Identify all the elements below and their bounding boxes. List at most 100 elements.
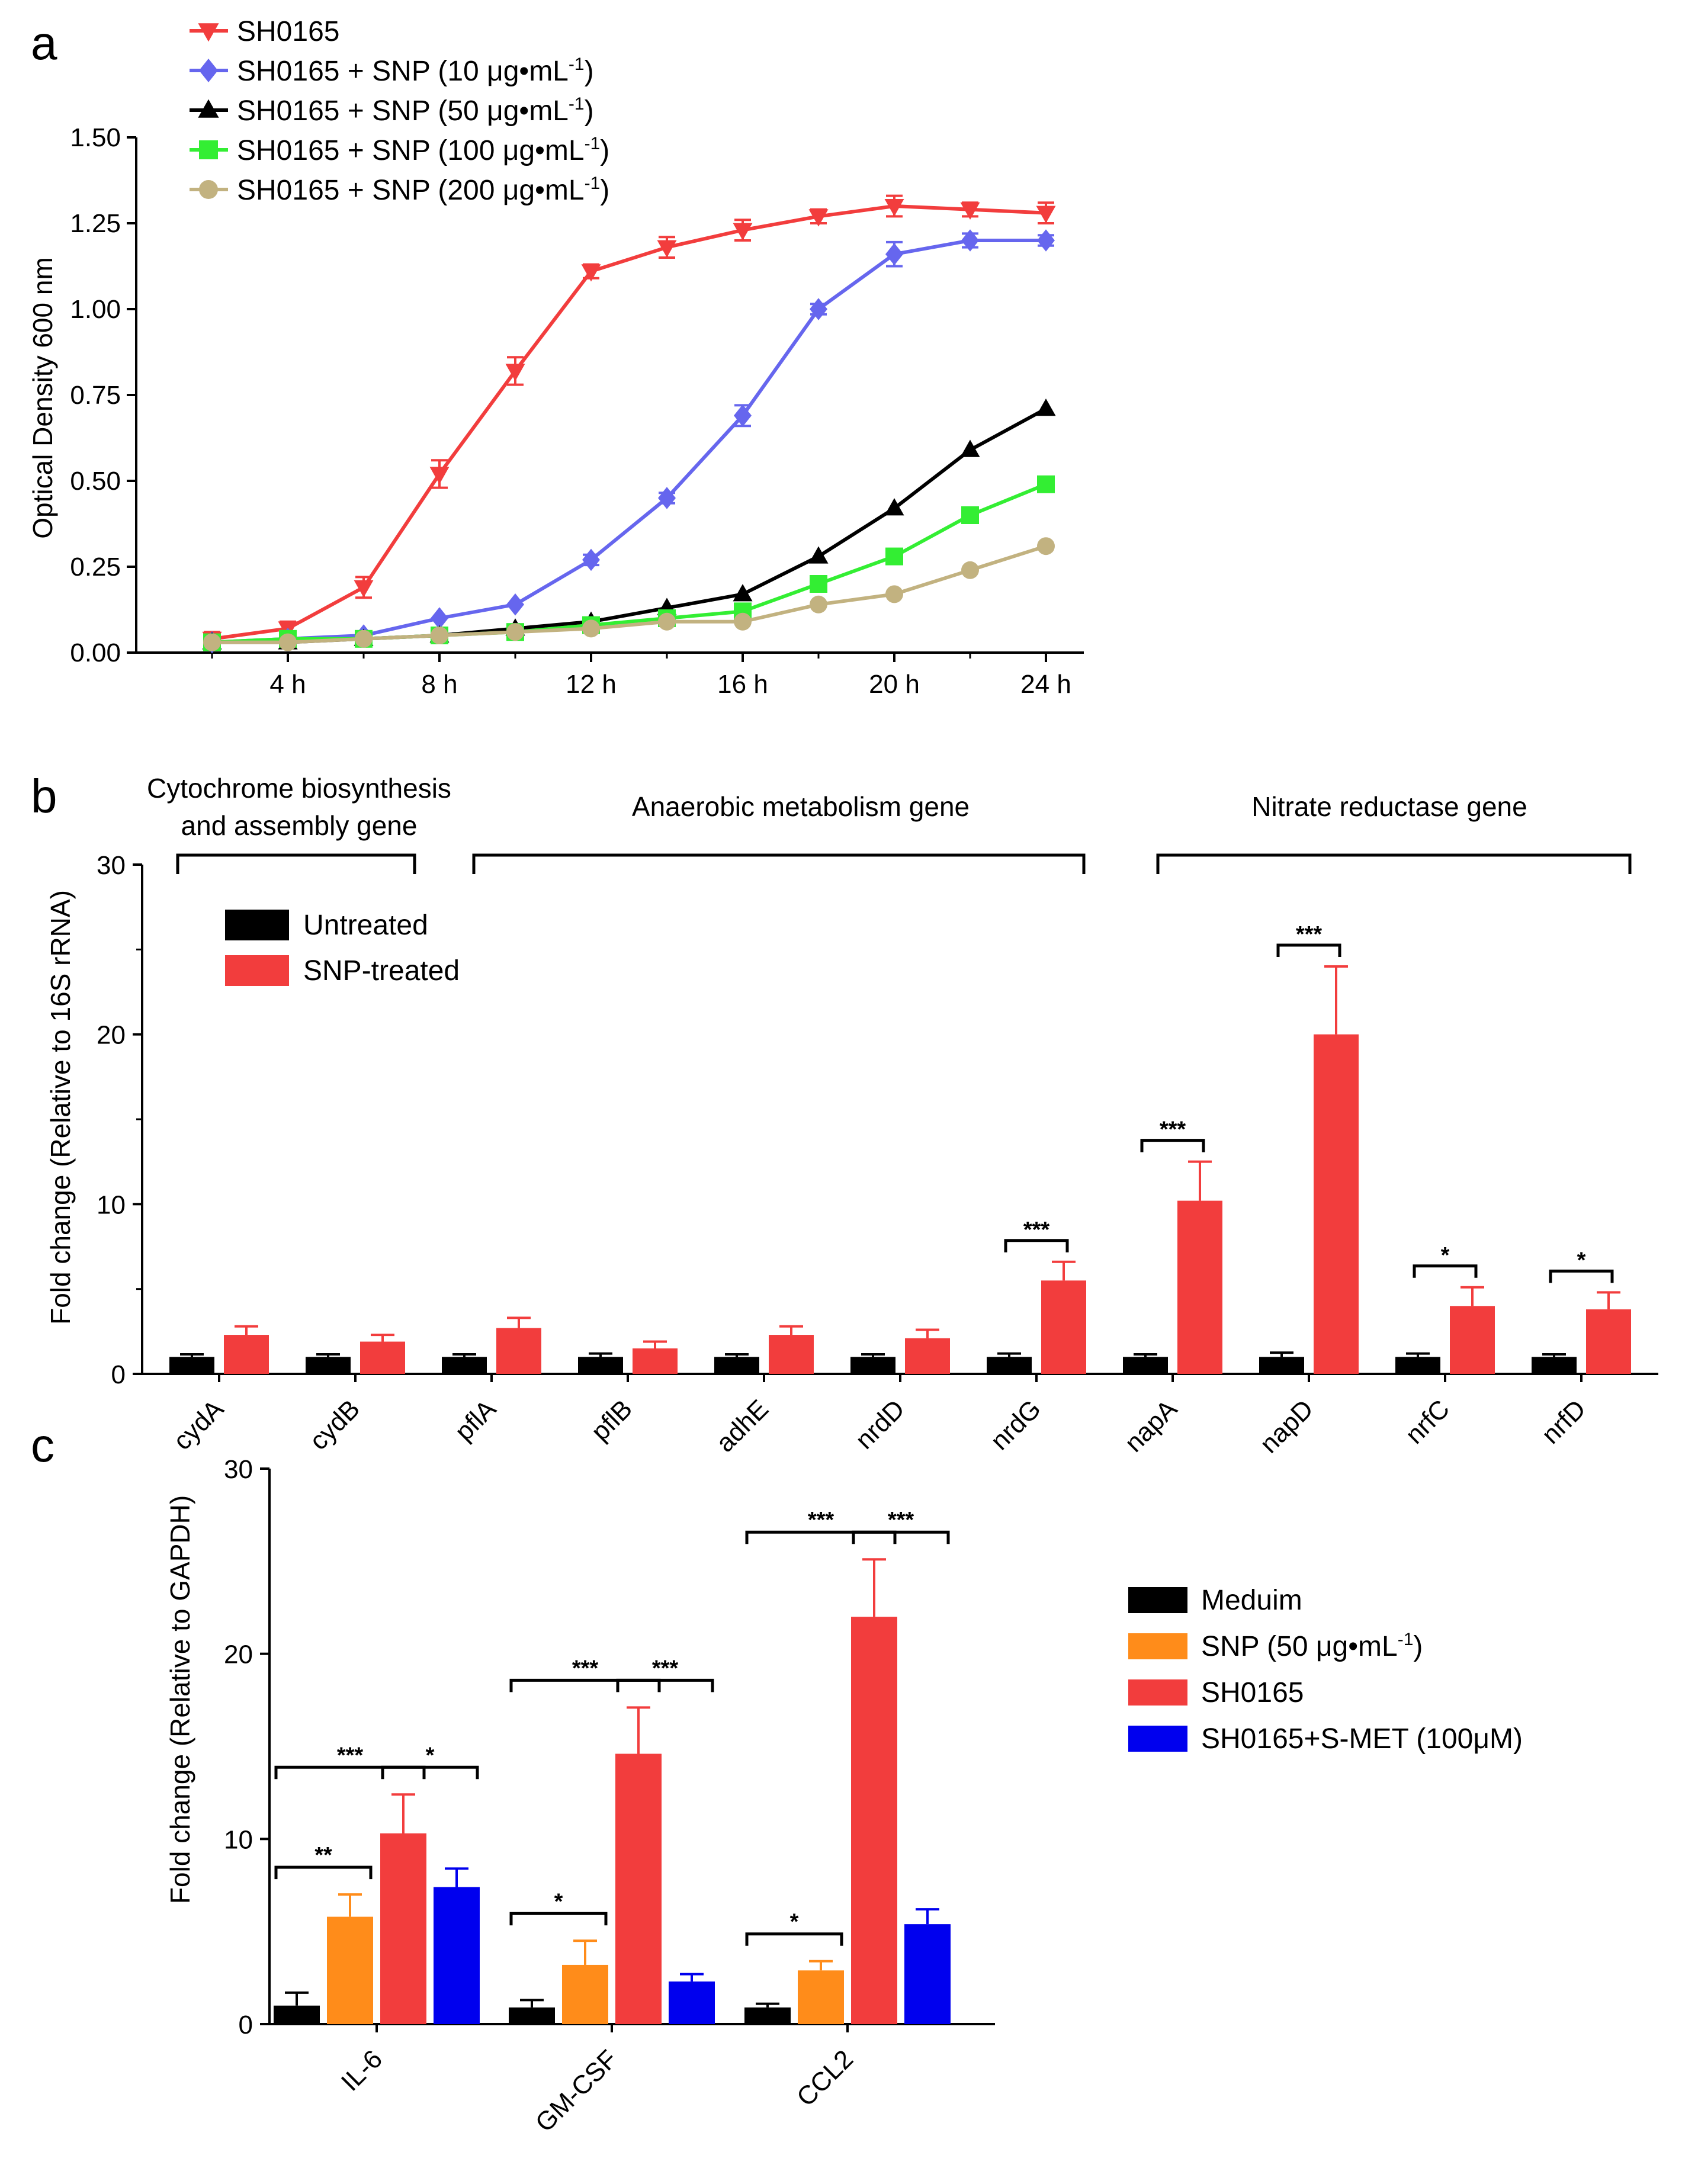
data-point [885,547,903,566]
bar-meduim-ccl2 [744,2007,791,2024]
panel-a-y-tick-label: 0.25 [70,553,121,582]
panel-c-legend-label: SH0165+S-MET (100μM) [1201,1723,1523,1755]
panel-b-x-tick-label: adhE [711,1394,774,1457]
significance-label: * [554,1889,563,1914]
bar-sh0165-s-met-100-m-ccl2 [904,1924,951,2024]
panel-b-x-tick-label: napD [1254,1394,1319,1459]
series-sh0165-snp-200-g-ml [203,537,1055,651]
group-bracket [472,853,1086,874]
legend-swatch-untreated [225,910,289,940]
data-point [960,439,980,457]
bar-untreated-napd [1259,1357,1304,1374]
significance-label: *** [337,1743,364,1768]
panel-b-y-tick-label: 20 [97,1021,126,1050]
series-sh0165-snp-10-g-ml [203,229,1055,654]
legend-marker [199,180,218,199]
legend-swatch-sh0165 [1128,1679,1187,1706]
data-point [1037,537,1055,555]
data-point [884,199,904,217]
significance-label: * [1441,1243,1450,1268]
significance-bracket [616,1678,714,1692]
panel-c-legend: Meduim SNP (50 μg•mL-1) SH0165 SH0165+S-… [1128,1585,1523,1755]
bar-snp-50-g-ml-ccl2 [798,1970,844,2024]
series-line [212,407,1047,644]
data-point [506,593,524,616]
panel-b-x-tick-label: pflB [586,1394,638,1446]
bar-untreated-cydb [306,1357,351,1374]
bar-snp-treated-nrfd [1586,1309,1631,1374]
bar-snp-treated-nrdd [905,1338,950,1374]
data-point [1037,475,1055,493]
legend-marker [199,59,218,82]
significance-bracket [381,1765,479,1780]
panel-a-chart: Optical Density 600 nm SH0165 SH0165 + S… [27,16,1084,699]
significance-label: * [426,1743,435,1768]
panel-a-legend-label: SH0165 + SNP (100 μg•mL-1) [237,134,609,166]
bar-snp-treated-adhe [769,1335,814,1374]
legend-marker [198,23,219,42]
data-point [734,404,752,427]
group-label-cytochrome-line2: and assembly gene [181,810,418,841]
panel-b-legend-label: Untreated [303,910,428,941]
significance-label: * [790,1910,799,1935]
significance-bracket [1413,1264,1478,1278]
panel-c-x-tick-label: GM-CSF [530,2044,623,2137]
panel-a-x-tick-label: 12 h [566,670,617,699]
data-point [505,364,525,381]
bar-meduim-gm-csf [509,2007,555,2024]
panel-a-x-tick-label: 8 h [421,670,457,699]
group-label-cytochrome-line1: Cytochrome biosynthesis [147,773,451,804]
significance-bracket [1549,1269,1614,1283]
data-point [354,580,374,598]
significance-bracket [745,1932,843,1946]
bar-snp-treated-napa [1177,1200,1222,1374]
bar-snp-treated-pflb [633,1348,678,1374]
data-point [506,623,524,641]
bar-untreated-nrdg [987,1357,1032,1374]
panel-a-legend-label: SH0165 + SNP (10 μg•mL-1) [237,54,594,87]
legend-swatch-snp-treated [225,955,289,986]
panel-b-x-tick-label: pflA [450,1394,502,1447]
panel-a-y-tick-label: 0.00 [70,638,121,667]
panel-a-legend: SH0165 SH0165 + SNP (10 μg•mL-1) SH0165 … [190,16,609,206]
panel-c-legend-label: SH0165 [1201,1677,1304,1708]
data-point [734,612,752,631]
significance-label: *** [1023,1218,1050,1242]
panel-b-x-tick-label: nrdG [985,1394,1047,1456]
data-point [810,298,827,320]
series-line [211,239,1046,644]
data-point [884,498,904,516]
bar-untreated-nrdd [850,1357,895,1374]
panel-a-x-tick-label: 24 h [1020,670,1071,699]
data-point [658,487,676,509]
bar-untreated-adhe [714,1357,759,1374]
data-point [885,585,903,603]
panel-c-letter: c [31,1419,54,1472]
significance-bracket [509,1912,608,1926]
data-point [961,229,979,252]
panel-c-x-tick-label: IL-6 [336,2044,388,2096]
group-label-anaerobic: Anaerobic metabolism gene [632,791,970,822]
panel-c-y-tick-label: 20 [224,1640,253,1669]
data-point [431,607,448,629]
data-point [431,627,448,644]
panel-a-legend-label: SH0165 + SNP (50 μg•mL-1) [237,94,594,127]
panel-b-x-tick-label: cydB [304,1394,365,1456]
bar-snp-treated-cydb [360,1341,405,1374]
significance-label: *** [888,1508,914,1533]
data-point [1036,205,1056,223]
legend-marker [198,99,219,118]
panel-b-legend: Untreated SNP-treated [225,910,460,987]
data-point [429,467,450,484]
panel-a-legend-label: SH0165 [237,16,339,47]
panel-b-y-axis-label: Fold change (Relative to 16S rRNA) [45,890,76,1325]
bar-sh0165-il-6 [380,1833,426,2024]
data-point [733,584,753,602]
panel-c-y-axis-label: Fold change (Relative to GAPDH) [165,1495,195,1904]
panel-c-x-tick-label: CCL2 [791,2044,859,2112]
significance-label: ** [314,1843,332,1868]
panel-b-y-tick-label: 10 [97,1190,126,1219]
data-point [960,202,980,220]
